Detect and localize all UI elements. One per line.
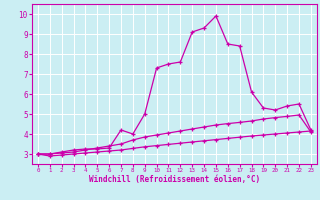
X-axis label: Windchill (Refroidissement éolien,°C): Windchill (Refroidissement éolien,°C) xyxy=(89,175,260,184)
